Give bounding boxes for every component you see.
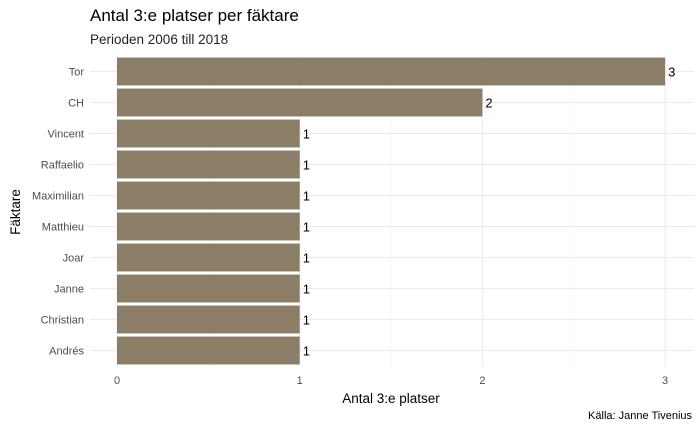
value-label: 1 (303, 344, 310, 359)
value-label: 1 (303, 158, 310, 173)
y-tick-label: Matthieu (42, 222, 84, 234)
value-label: 1 (303, 313, 310, 328)
value-labels: 3 2 1 1 1 1 1 1 1 1 (303, 65, 676, 359)
y-tick-label: Christian (41, 315, 84, 327)
bar-joar (117, 243, 300, 272)
y-tick-label: Andrés (49, 346, 84, 358)
y-tick-label: Vincent (48, 129, 85, 141)
x-axis-title: Antal 3:e platser (342, 391, 440, 406)
value-label: 3 (668, 65, 675, 80)
y-tick-labels: Tor CH Vincent Raffaelio Maximilian Matthieu J… (32, 67, 84, 358)
bar-vincent (117, 119, 300, 148)
bar-andrés (117, 336, 300, 365)
chart-title: Antal 3:e platser per fäktare (90, 6, 299, 25)
y-tick-label: Janne (54, 284, 84, 296)
bar-janne (117, 274, 300, 303)
bar-maximilian (117, 181, 300, 210)
y-tick-label: Raffaelio (41, 160, 84, 172)
value-label: 2 (485, 96, 492, 111)
bar-christian (117, 305, 300, 334)
chart-subtitle: Perioden 2006 till 2018 (90, 32, 229, 47)
value-label: 1 (303, 251, 310, 266)
value-label: 1 (303, 127, 310, 142)
y-tick-label: Maximilian (32, 191, 84, 203)
bar-ch (117, 88, 483, 117)
x-tick-label: 2 (479, 375, 485, 387)
bar-raffaelio (117, 150, 300, 179)
bar-tor (117, 57, 666, 86)
value-label: 1 (303, 189, 310, 204)
x-tick-label: 1 (297, 375, 303, 387)
x-tick-labels: 0 1 2 3 (114, 375, 668, 387)
y-tick-label: CH (68, 98, 84, 110)
bars-group (117, 57, 666, 365)
value-label: 1 (303, 282, 310, 297)
x-tick-label: 0 (114, 375, 120, 387)
bar-matthieu (117, 212, 300, 241)
x-tick-label: 3 (662, 375, 668, 387)
y-axis-title: Fäktare (8, 189, 23, 235)
y-tick-label: Joar (63, 253, 85, 265)
value-label: 1 (303, 220, 310, 235)
y-tick-label: Tor (69, 67, 85, 79)
chart-caption: Källa: Janne Tivenius (588, 410, 692, 422)
